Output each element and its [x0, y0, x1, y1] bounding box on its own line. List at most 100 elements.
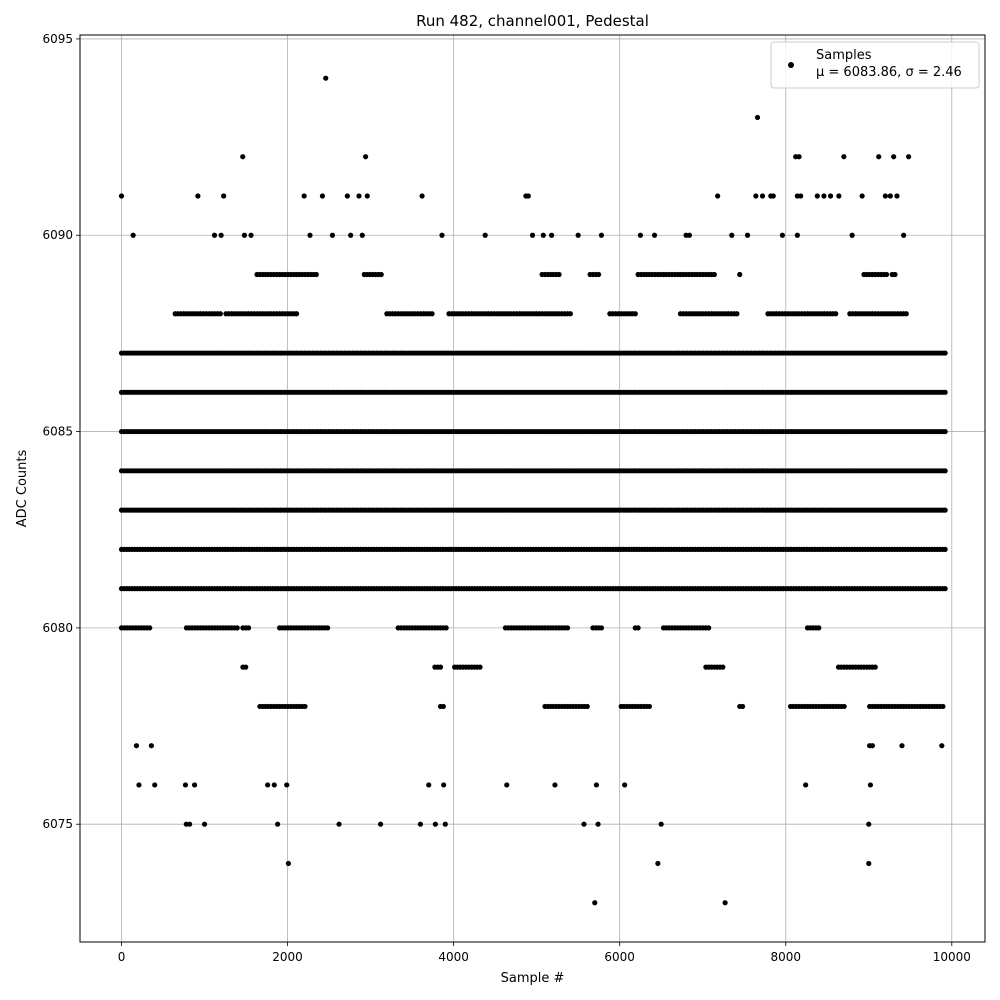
- data-point: [753, 193, 759, 199]
- data-point: [324, 625, 331, 631]
- y-tick-label: 6095: [42, 32, 73, 46]
- data-point: [942, 428, 948, 435]
- data-point: [313, 271, 319, 278]
- data-point: [336, 821, 342, 827]
- data-point: [271, 782, 277, 788]
- data-point: [715, 193, 721, 199]
- data-point: [147, 625, 153, 631]
- data-point: [556, 271, 562, 278]
- data-point: [152, 782, 158, 788]
- data-point: [622, 782, 628, 788]
- data-point: [686, 232, 693, 238]
- data-point: [942, 468, 948, 474]
- data-point: [356, 193, 362, 199]
- data-point: [876, 154, 882, 160]
- data-point: [426, 782, 432, 788]
- data-point: [942, 546, 948, 552]
- data-point: [133, 743, 140, 749]
- data-point: [552, 782, 558, 788]
- data-point: [211, 232, 218, 238]
- plot-frame: [79, 34, 986, 943]
- data-point: [887, 193, 893, 199]
- data-point: [567, 311, 573, 317]
- data-point: [635, 625, 641, 631]
- x-tick-label: 8000: [770, 950, 801, 964]
- data-point: [443, 625, 449, 631]
- data-point: [939, 743, 945, 749]
- data-point: [734, 311, 740, 317]
- data-point: [836, 193, 842, 199]
- x-tick-label: 2000: [272, 950, 303, 964]
- data-point: [329, 232, 335, 238]
- data-point: [584, 703, 590, 710]
- data-point: [899, 743, 905, 749]
- data-point: [595, 821, 601, 827]
- data-point: [841, 154, 847, 160]
- data-point: [859, 193, 865, 199]
- data-point: [378, 271, 384, 278]
- data-point: [437, 664, 444, 670]
- data-point: [598, 625, 605, 631]
- y-tick-label: 6085: [42, 425, 73, 439]
- data-point: [796, 154, 802, 160]
- data-point: [243, 664, 249, 670]
- y-tick-label: 6080: [42, 621, 73, 635]
- data-point: [882, 193, 888, 199]
- data-point: [906, 154, 912, 160]
- chart-title: Run 482, channel001, Pedestal: [416, 12, 649, 30]
- y-tick-label: 6075: [42, 817, 73, 831]
- data-point: [201, 821, 208, 827]
- data-point: [827, 193, 834, 199]
- data-point: [482, 232, 488, 238]
- data-point: [595, 271, 602, 278]
- data-point: [722, 900, 728, 906]
- data-point: [265, 782, 271, 788]
- data-point: [284, 782, 290, 788]
- data-point: [440, 703, 446, 710]
- data-point: [130, 232, 136, 238]
- x-tick-label: 0: [118, 950, 126, 964]
- data-point: [891, 154, 897, 160]
- data-point: [841, 703, 847, 710]
- data-point: [234, 625, 240, 631]
- data-point: [872, 664, 878, 670]
- data-point: [191, 782, 198, 788]
- data-point: [711, 271, 717, 278]
- data-point: [439, 232, 445, 238]
- data-point: [883, 271, 890, 278]
- data-point: [581, 821, 587, 827]
- data-point: [285, 860, 291, 867]
- data-point: [651, 232, 658, 238]
- data-point: [136, 782, 142, 788]
- data-point: [540, 232, 546, 238]
- data-point: [377, 821, 384, 827]
- data-point: [754, 114, 761, 121]
- data-point: [187, 821, 193, 827]
- data-point: [529, 232, 536, 238]
- data-point: [245, 625, 252, 631]
- data-point: [441, 782, 447, 788]
- data-point: [867, 782, 874, 788]
- data-point: [323, 75, 329, 81]
- data-point: [894, 193, 900, 199]
- legend-label: Samples: [816, 48, 872, 63]
- y-tick-label: 6090: [42, 228, 73, 242]
- x-tick-label: 4000: [438, 950, 469, 964]
- data-point: [549, 232, 555, 238]
- data-point: [477, 664, 483, 670]
- data-point: [118, 193, 125, 199]
- data-point: [940, 703, 946, 710]
- axis-ticks: 0 2000 4000 6000 8000 10000 6075 6080 6085 6090 60…: [42, 32, 970, 964]
- data-point: [770, 193, 776, 199]
- x-tick-label: 6000: [604, 950, 635, 964]
- data-point: [901, 232, 907, 238]
- data-point: [417, 821, 424, 827]
- data-point: [779, 232, 786, 238]
- data-point: [798, 193, 804, 199]
- data-point: [348, 232, 354, 238]
- data-point: [744, 232, 751, 238]
- x-axis-label: Sample #: [501, 971, 565, 986]
- data-point: [319, 193, 326, 199]
- data-point: [646, 703, 653, 710]
